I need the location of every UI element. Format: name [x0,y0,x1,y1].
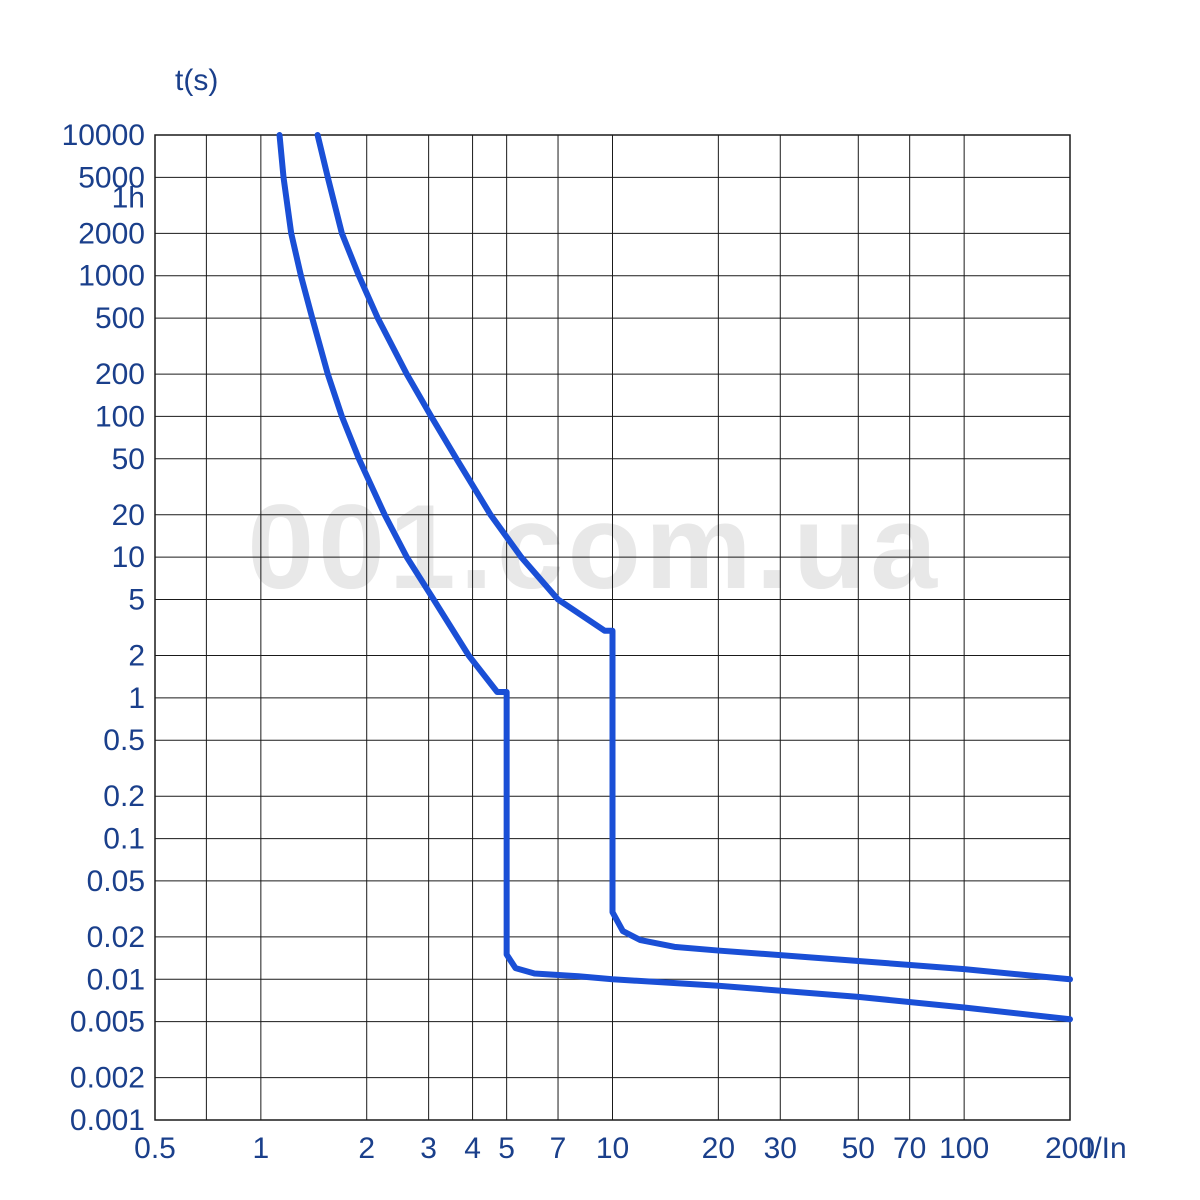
x-tick: 5 [498,1132,515,1165]
x-tick: 0.5 [134,1132,176,1165]
x-tick: 50 [842,1132,875,1165]
y-tick: 1 [128,682,145,715]
y-tick: 0.005 [70,1006,145,1039]
trip-curve-chart: 001.com.ua1000050001h2000100050020010050… [0,0,1200,1200]
y-tick: 0.05 [87,865,145,898]
y-axis-label: t(s) [175,64,218,97]
x-tick: 3 [420,1132,437,1165]
y-tick: 0.2 [103,780,145,813]
y-tick: 2 [128,639,145,672]
x-tick: 2 [358,1132,375,1165]
x-tick: 20 [702,1132,735,1165]
y-tick: 200 [95,358,145,391]
x-tick: 1 [253,1132,270,1165]
y-tick: 100 [95,400,145,433]
x-tick: 10 [596,1132,629,1165]
y-tick: 10000 [62,119,145,152]
x-tick: 70 [893,1132,926,1165]
x-tick: 4 [464,1132,481,1165]
y-tick: 0.002 [70,1062,145,1095]
x-tick: 7 [550,1132,567,1165]
y-tick: 2000 [78,217,145,250]
y-tick: 0.5 [103,724,145,757]
y-tick: 0.02 [87,921,145,954]
y-tick: 0.1 [103,823,145,856]
y-tick: 50 [112,443,145,476]
y-tick: 10 [112,541,145,574]
x-tick: 30 [764,1132,797,1165]
x-axis-label: I/In [1085,1132,1127,1165]
y-tick: 1h [112,181,145,214]
y-tick: 500 [95,302,145,335]
watermark: 001.com.ua [247,480,941,614]
y-tick: 5 [128,584,145,617]
x-tick: 100 [939,1132,989,1165]
y-tick: 0.01 [87,963,145,996]
y-tick: 1000 [78,260,145,293]
y-tick: 20 [112,499,145,532]
